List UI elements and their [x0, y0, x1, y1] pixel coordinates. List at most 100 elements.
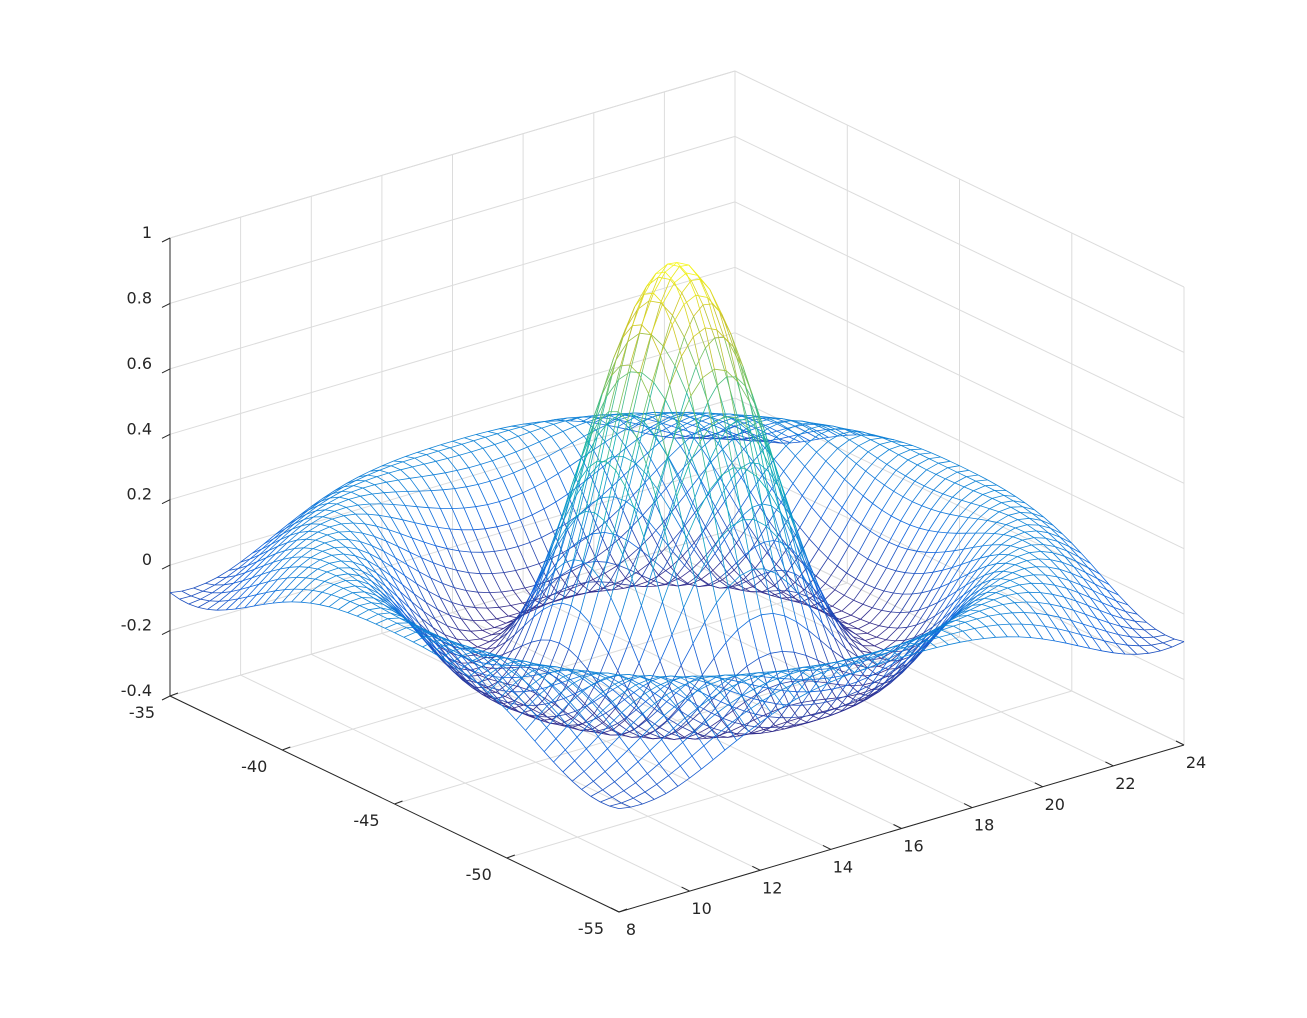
mesh-segment — [270, 568, 281, 572]
mesh-segment — [896, 659, 907, 673]
mesh-segment — [743, 698, 754, 712]
mesh-segment — [324, 539, 337, 544]
mesh-segment — [574, 421, 587, 427]
mesh-segment — [698, 462, 712, 478]
mesh-segment — [1064, 555, 1075, 568]
mesh-segment — [799, 527, 810, 540]
mesh-segment — [841, 625, 854, 638]
mesh-segment — [537, 716, 548, 718]
mesh-segment — [651, 536, 662, 560]
mesh-segment — [679, 451, 690, 481]
mesh-segment — [785, 570, 798, 593]
mesh-segment — [505, 621, 518, 643]
mesh-segment — [775, 573, 786, 616]
mesh-segment — [515, 567, 528, 571]
mesh-segment — [963, 480, 976, 488]
mesh-segment — [626, 772, 636, 784]
mesh-segment — [991, 604, 1003, 608]
mesh-segment — [961, 560, 971, 565]
mesh-segment — [888, 541, 899, 547]
mesh-segment — [680, 435, 693, 447]
mesh-segment — [818, 548, 829, 559]
mesh-segment — [1061, 561, 1075, 568]
mesh-segment — [593, 683, 604, 693]
mesh-segment — [972, 604, 982, 606]
mesh-segment — [551, 676, 564, 685]
mesh-segment — [725, 370, 739, 383]
mesh-segment — [933, 489, 944, 495]
mesh-segment — [816, 441, 829, 453]
mesh-segment — [507, 701, 517, 705]
mesh-segment — [717, 579, 730, 589]
mesh-segment — [258, 571, 272, 585]
mesh-segment — [641, 324, 652, 335]
mesh-segment — [703, 745, 714, 760]
mesh-segment — [324, 575, 337, 582]
mesh-segment — [464, 667, 475, 672]
mesh-segment — [949, 564, 962, 584]
mesh-segment — [750, 474, 763, 493]
mesh-segment — [886, 639, 896, 642]
mesh-segment — [379, 514, 391, 518]
mesh-segment — [482, 551, 495, 553]
mesh-segment — [221, 591, 232, 594]
mesh-segment — [784, 615, 795, 653]
mesh-segment — [673, 680, 686, 686]
mesh-segment — [771, 706, 785, 715]
mesh-segment — [1017, 556, 1027, 561]
mesh-segment — [345, 507, 356, 515]
mesh-segment — [485, 436, 495, 445]
mesh-segment — [660, 536, 674, 552]
mesh-segment — [777, 705, 790, 710]
mesh-segment — [1017, 552, 1030, 557]
mesh-segment — [546, 716, 560, 726]
mesh-segment — [900, 501, 913, 522]
mesh-segment — [200, 598, 210, 602]
mesh-segment — [387, 581, 401, 592]
mesh-segment — [556, 677, 567, 686]
mesh-segment — [417, 627, 428, 633]
mesh-segment — [440, 444, 451, 449]
mesh-segment — [626, 716, 639, 727]
mesh-segment — [775, 570, 789, 592]
mesh-segment — [569, 538, 582, 550]
mesh-segment — [449, 443, 463, 449]
mesh-segment — [1008, 512, 1021, 516]
mesh-segment — [347, 605, 360, 613]
mesh-segment — [722, 675, 735, 680]
mesh-segment — [1035, 612, 1048, 616]
mesh-segment — [932, 551, 946, 573]
mesh-segment — [645, 693, 655, 704]
mesh-segment — [548, 703, 559, 715]
mesh-segment — [937, 582, 950, 603]
mesh-segment — [756, 476, 767, 526]
mesh-segment — [1104, 595, 1117, 602]
mesh-segment — [957, 469, 969, 473]
mesh-segment — [709, 440, 720, 460]
mesh-segment — [818, 681, 832, 688]
mesh-segment — [591, 568, 602, 582]
mesh-segment — [665, 785, 679, 794]
mesh-segment — [1054, 546, 1068, 552]
mesh-segment — [702, 303, 713, 306]
mesh-segment — [834, 572, 847, 591]
mesh-segment — [226, 575, 236, 578]
mesh-segment — [574, 670, 587, 673]
mesh-segment — [779, 704, 790, 718]
x-tick-mark — [681, 886, 690, 892]
mesh-segment — [784, 615, 797, 623]
mesh-segment — [783, 470, 794, 484]
mesh-segment — [461, 443, 472, 453]
mesh-segment — [453, 587, 464, 607]
mesh-segment — [479, 638, 490, 643]
mesh-segment — [648, 393, 659, 422]
mesh-segment — [485, 651, 496, 656]
mesh-segment — [440, 440, 453, 446]
mesh-segment — [1110, 614, 1121, 627]
mesh-segment — [350, 531, 363, 534]
mesh-segment — [322, 547, 335, 552]
mesh-segment — [535, 581, 546, 596]
mesh-segment — [855, 664, 868, 668]
mesh-segment — [1085, 572, 1098, 579]
mesh-segment — [685, 733, 698, 739]
